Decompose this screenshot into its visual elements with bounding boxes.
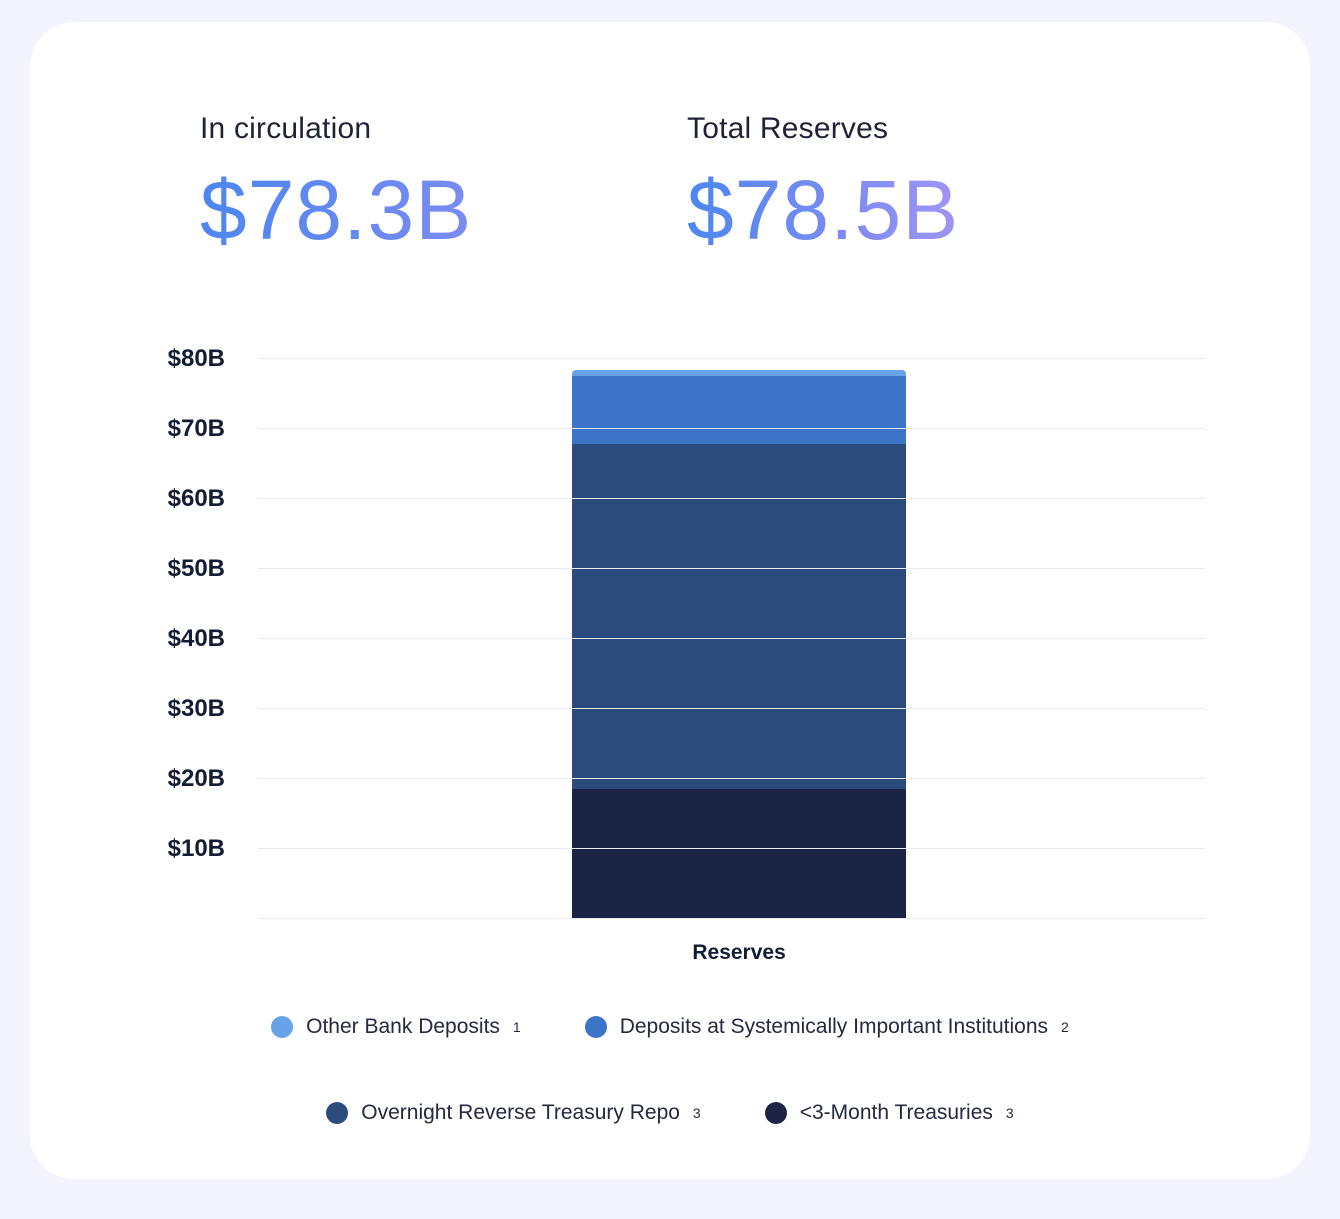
- legend-row: Overnight Reverse Treasury Repo 3 <3-Month…: [326, 1101, 1014, 1125]
- y-axis-tick-label: $50B: [167, 555, 225, 582]
- y-axis-tick-label: $40B: [167, 625, 225, 652]
- stat-in-circulation: In circulation $78.3B: [200, 112, 687, 259]
- gridline: [258, 498, 1205, 499]
- gridline: [258, 428, 1205, 429]
- bar-segment-other-bank-deposits[interactable]: [572, 369, 906, 376]
- gridline: [258, 848, 1205, 849]
- reserves-card: In circulation $78.3B Total Reserves $78…: [30, 22, 1310, 1179]
- legend-label: <3-Month Treasuries: [799, 1101, 993, 1124]
- legend: Other Bank Deposits 1 Deposits at Systemic…: [30, 1015, 1310, 1125]
- stats-row: In circulation $78.3B Total Reserves $78…: [200, 112, 1310, 259]
- legend-label: Other Bank Deposits: [306, 1015, 500, 1038]
- y-axis-tick-label: $10B: [167, 835, 225, 862]
- y-axis-tick-label: $60B: [167, 485, 225, 512]
- legend-dot: [584, 1016, 607, 1038]
- y-axis-tick-label: $20B: [167, 765, 225, 792]
- bar-segment-overnight-reverse-treasury-repo[interactable]: [572, 443, 906, 789]
- gridline: [258, 708, 1205, 709]
- y-axis-tick-label: $80B: [167, 345, 225, 372]
- legend-dot: [764, 1102, 787, 1124]
- legend-row: Other Bank Deposits 1 Deposits at Systemic…: [271, 1015, 1069, 1039]
- stat-label: In circulation: [200, 112, 372, 145]
- bar-segment-deposits-at-systemically-important-institutions[interactable]: [572, 375, 906, 444]
- legend-item-deposits-at-systemically-important-institutions[interactable]: Deposits at Systemically Important Insti…: [584, 1015, 1069, 1039]
- stat-value: $78.5B: [687, 163, 960, 257]
- bar-segment-3-month-treasuries[interactable]: [572, 788, 906, 919]
- gridline: [258, 358, 1205, 359]
- legend-dot: [326, 1102, 349, 1124]
- stat-total-reserves: Total Reserves $78.5B: [687, 112, 959, 259]
- legend-label: Overnight Reverse Treasury Repo: [361, 1101, 680, 1124]
- gridline: [258, 778, 1205, 779]
- legend-label: Deposits at Systemically Important Insti…: [619, 1015, 1049, 1038]
- reserves-chart: Reserves $10B $20B $30B $40B $50B $60B $70B $80…: [168, 345, 1205, 964]
- gridline: [258, 918, 1205, 919]
- legend-footnote: 1: [512, 1019, 521, 1035]
- legend-footnote: 3: [692, 1105, 701, 1121]
- legend-footnote: 2: [1061, 1019, 1069, 1035]
- legend-footnote: 3: [1005, 1105, 1014, 1121]
- gridline: [258, 568, 1205, 569]
- legend-item-3-month-treasuries[interactable]: <3-Month Treasuries 3: [764, 1101, 1014, 1125]
- stat-label: Total Reserves: [687, 112, 889, 145]
- plot-area: Reserves $10B $20B $30B $40B $50B $60B $70B $80…: [168, 345, 1205, 964]
- x-axis-label: Reserves: [692, 941, 786, 964]
- y-axis-tick-label: $30B: [167, 695, 225, 722]
- legend-item-overnight-reverse-treasury-repo[interactable]: Overnight Reverse Treasury Repo 3: [326, 1101, 701, 1125]
- stat-value: $78.3B: [200, 162, 687, 259]
- legend-dot: [271, 1016, 294, 1038]
- gridline: [258, 638, 1205, 639]
- y-axis-tick-label: $70B: [167, 415, 225, 442]
- legend-item-other-bank-deposits[interactable]: Other Bank Deposits 1: [271, 1015, 521, 1039]
- reserves-bar: [572, 359, 906, 919]
